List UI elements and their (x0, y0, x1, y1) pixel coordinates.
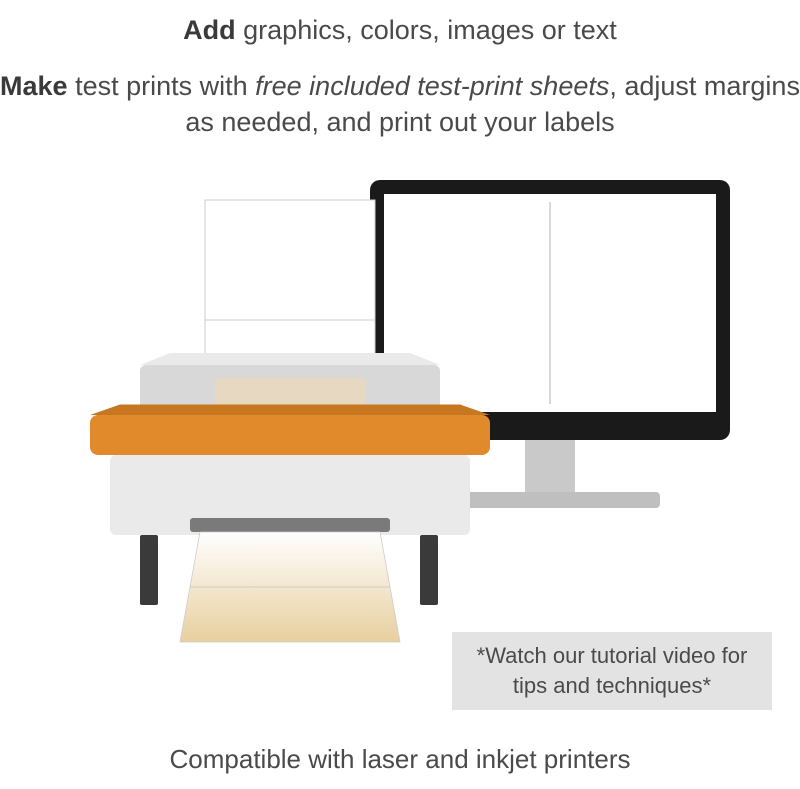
footer-text: Compatible with laser and inkjet printer… (170, 744, 631, 774)
instruction-line-2: Make test prints with free included test… (0, 68, 800, 141)
line1-rest: graphics, colors, images or text (236, 15, 617, 45)
instruction-line-1: Add graphics, colors, images or text (0, 12, 800, 48)
printer-monitor-illustration (50, 170, 750, 660)
callout-text: *Watch our tutorial video for tips and t… (470, 641, 754, 700)
tutorial-callout: *Watch our tutorial video for tips and t… (452, 632, 772, 710)
line2-bold: Make (0, 71, 68, 101)
printer-monitor-svg (50, 170, 750, 660)
line2-italic: free included test-print sheets (255, 71, 609, 101)
line2-mid: test prints with (68, 71, 256, 101)
compatibility-footer: Compatible with laser and inkjet printer… (0, 744, 800, 775)
line1-bold: Add (183, 15, 235, 45)
